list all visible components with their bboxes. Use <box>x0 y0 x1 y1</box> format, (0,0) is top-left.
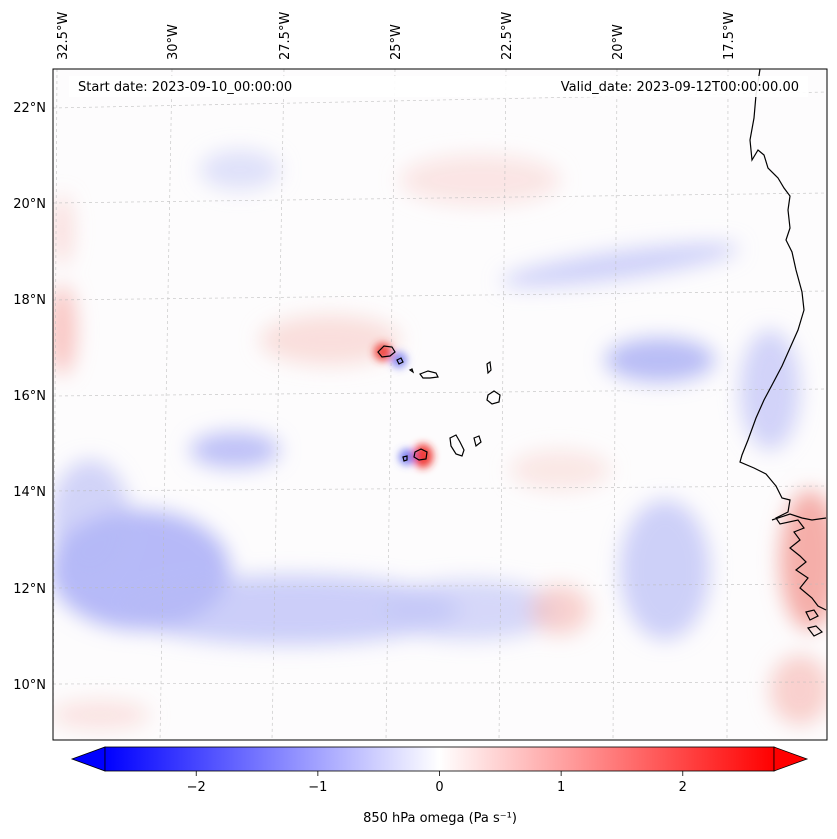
brava <box>402 455 408 462</box>
neg-patch-mid <box>190 432 280 468</box>
colorbar-extend-high <box>773 746 809 772</box>
coastlines <box>377 69 827 637</box>
neg-patch-sw <box>53 460 130 580</box>
gridlines <box>53 69 827 740</box>
colorbar-gradient <box>104 746 775 772</box>
neg-patch-se <box>620 500 710 640</box>
bijagos-islands <box>805 609 824 637</box>
neg-patch-ne <box>605 338 715 382</box>
gambia-outline <box>771 513 827 521</box>
map-panel <box>53 69 827 740</box>
pos-west-edge <box>53 285 76 375</box>
meridian-20 <box>612 69 618 740</box>
lat-label-12: 12°N <box>13 582 46 597</box>
lat-label-16: 16°N <box>13 389 46 404</box>
lon-label-17-5: 17.5°W <box>722 12 737 60</box>
lon-label-27-5: 27.5°W <box>278 12 293 60</box>
colorbar-tick-label: −2 <box>187 780 206 795</box>
sal <box>486 360 492 375</box>
pos-sw-corner <box>53 700 150 730</box>
valid-date-label: Valid_date: 2023-09-12T00:00:00.00 <box>561 80 799 95</box>
colorbar-ticks: −2 −1 0 1 2 <box>187 771 687 795</box>
latitude-labels: 22°N 20°N 18°N 16°N 14°N 12°N 10°N <box>13 101 46 693</box>
pos-north <box>400 155 560 205</box>
colorbar-label: 850 hPa omega (Pa s⁻¹) <box>363 811 517 826</box>
lon-label-20: 20°W <box>611 24 626 60</box>
meridian-27-5 <box>271 69 285 740</box>
neg-patch-nw <box>200 150 280 190</box>
lon-label-30: 30°W <box>166 24 181 60</box>
sao-nicolau <box>419 370 439 379</box>
dipole-north-pos <box>374 343 392 361</box>
lon-label-32-5: 32.5°W <box>56 12 71 60</box>
santiago <box>449 434 465 457</box>
lon-label-25: 25°W <box>389 24 404 60</box>
meridian-17-5 <box>726 69 729 740</box>
pos-west-edge-2 <box>53 195 72 265</box>
lat-label-22: 22°N <box>13 101 46 116</box>
pos-south-mid <box>530 585 590 635</box>
lon-label-22-5: 22.5°W <box>500 12 515 60</box>
colorbar-tick-label: 1 <box>557 780 565 795</box>
lat-label-20: 20°N <box>13 197 46 212</box>
pos-center <box>260 315 400 365</box>
colorbar-tick-label: 2 <box>679 780 687 795</box>
pos-east <box>510 450 610 490</box>
sao-vicente <box>396 357 404 365</box>
colorbar-extend-low <box>70 746 106 772</box>
santo-antao <box>377 345 396 358</box>
dipole-south-pos <box>413 444 433 468</box>
colorbar-tick-label: −1 <box>308 780 327 795</box>
meridian-22-5 <box>498 69 507 740</box>
annotation-box <box>69 76 808 97</box>
start-date-label: Start date: 2023-09-10_00:00:00 <box>78 80 292 95</box>
maio <box>473 435 482 448</box>
lat-label-14: 14°N <box>13 485 46 500</box>
omega-field <box>53 150 827 730</box>
colorbar-tick-label: 0 <box>435 780 443 795</box>
africa-coastline <box>739 69 827 611</box>
fogo <box>413 448 428 461</box>
meridian-25 <box>385 69 396 740</box>
neg-band-east <box>380 580 560 640</box>
neg-streak-north <box>501 243 739 287</box>
longitude-labels: 32.5°W 30°W 27.5°W 25°W 22.5°W 20°W 17.5… <box>56 12 737 60</box>
colorbar: −2 −1 0 1 2 850 hPa omega (Pa s⁻¹) <box>70 746 809 826</box>
map-frame <box>52 68 828 741</box>
santa-luzia <box>408 368 415 374</box>
pos-se-corner <box>770 655 827 725</box>
lat-label-18: 18°N <box>13 293 46 308</box>
boa-vista <box>486 390 501 405</box>
neg-band-center <box>120 575 460 645</box>
meridian-32-5 <box>53 69 58 740</box>
dipole-north-neg <box>391 352 407 368</box>
meridian-30 <box>159 69 173 740</box>
lat-label-10: 10°N <box>13 678 46 693</box>
